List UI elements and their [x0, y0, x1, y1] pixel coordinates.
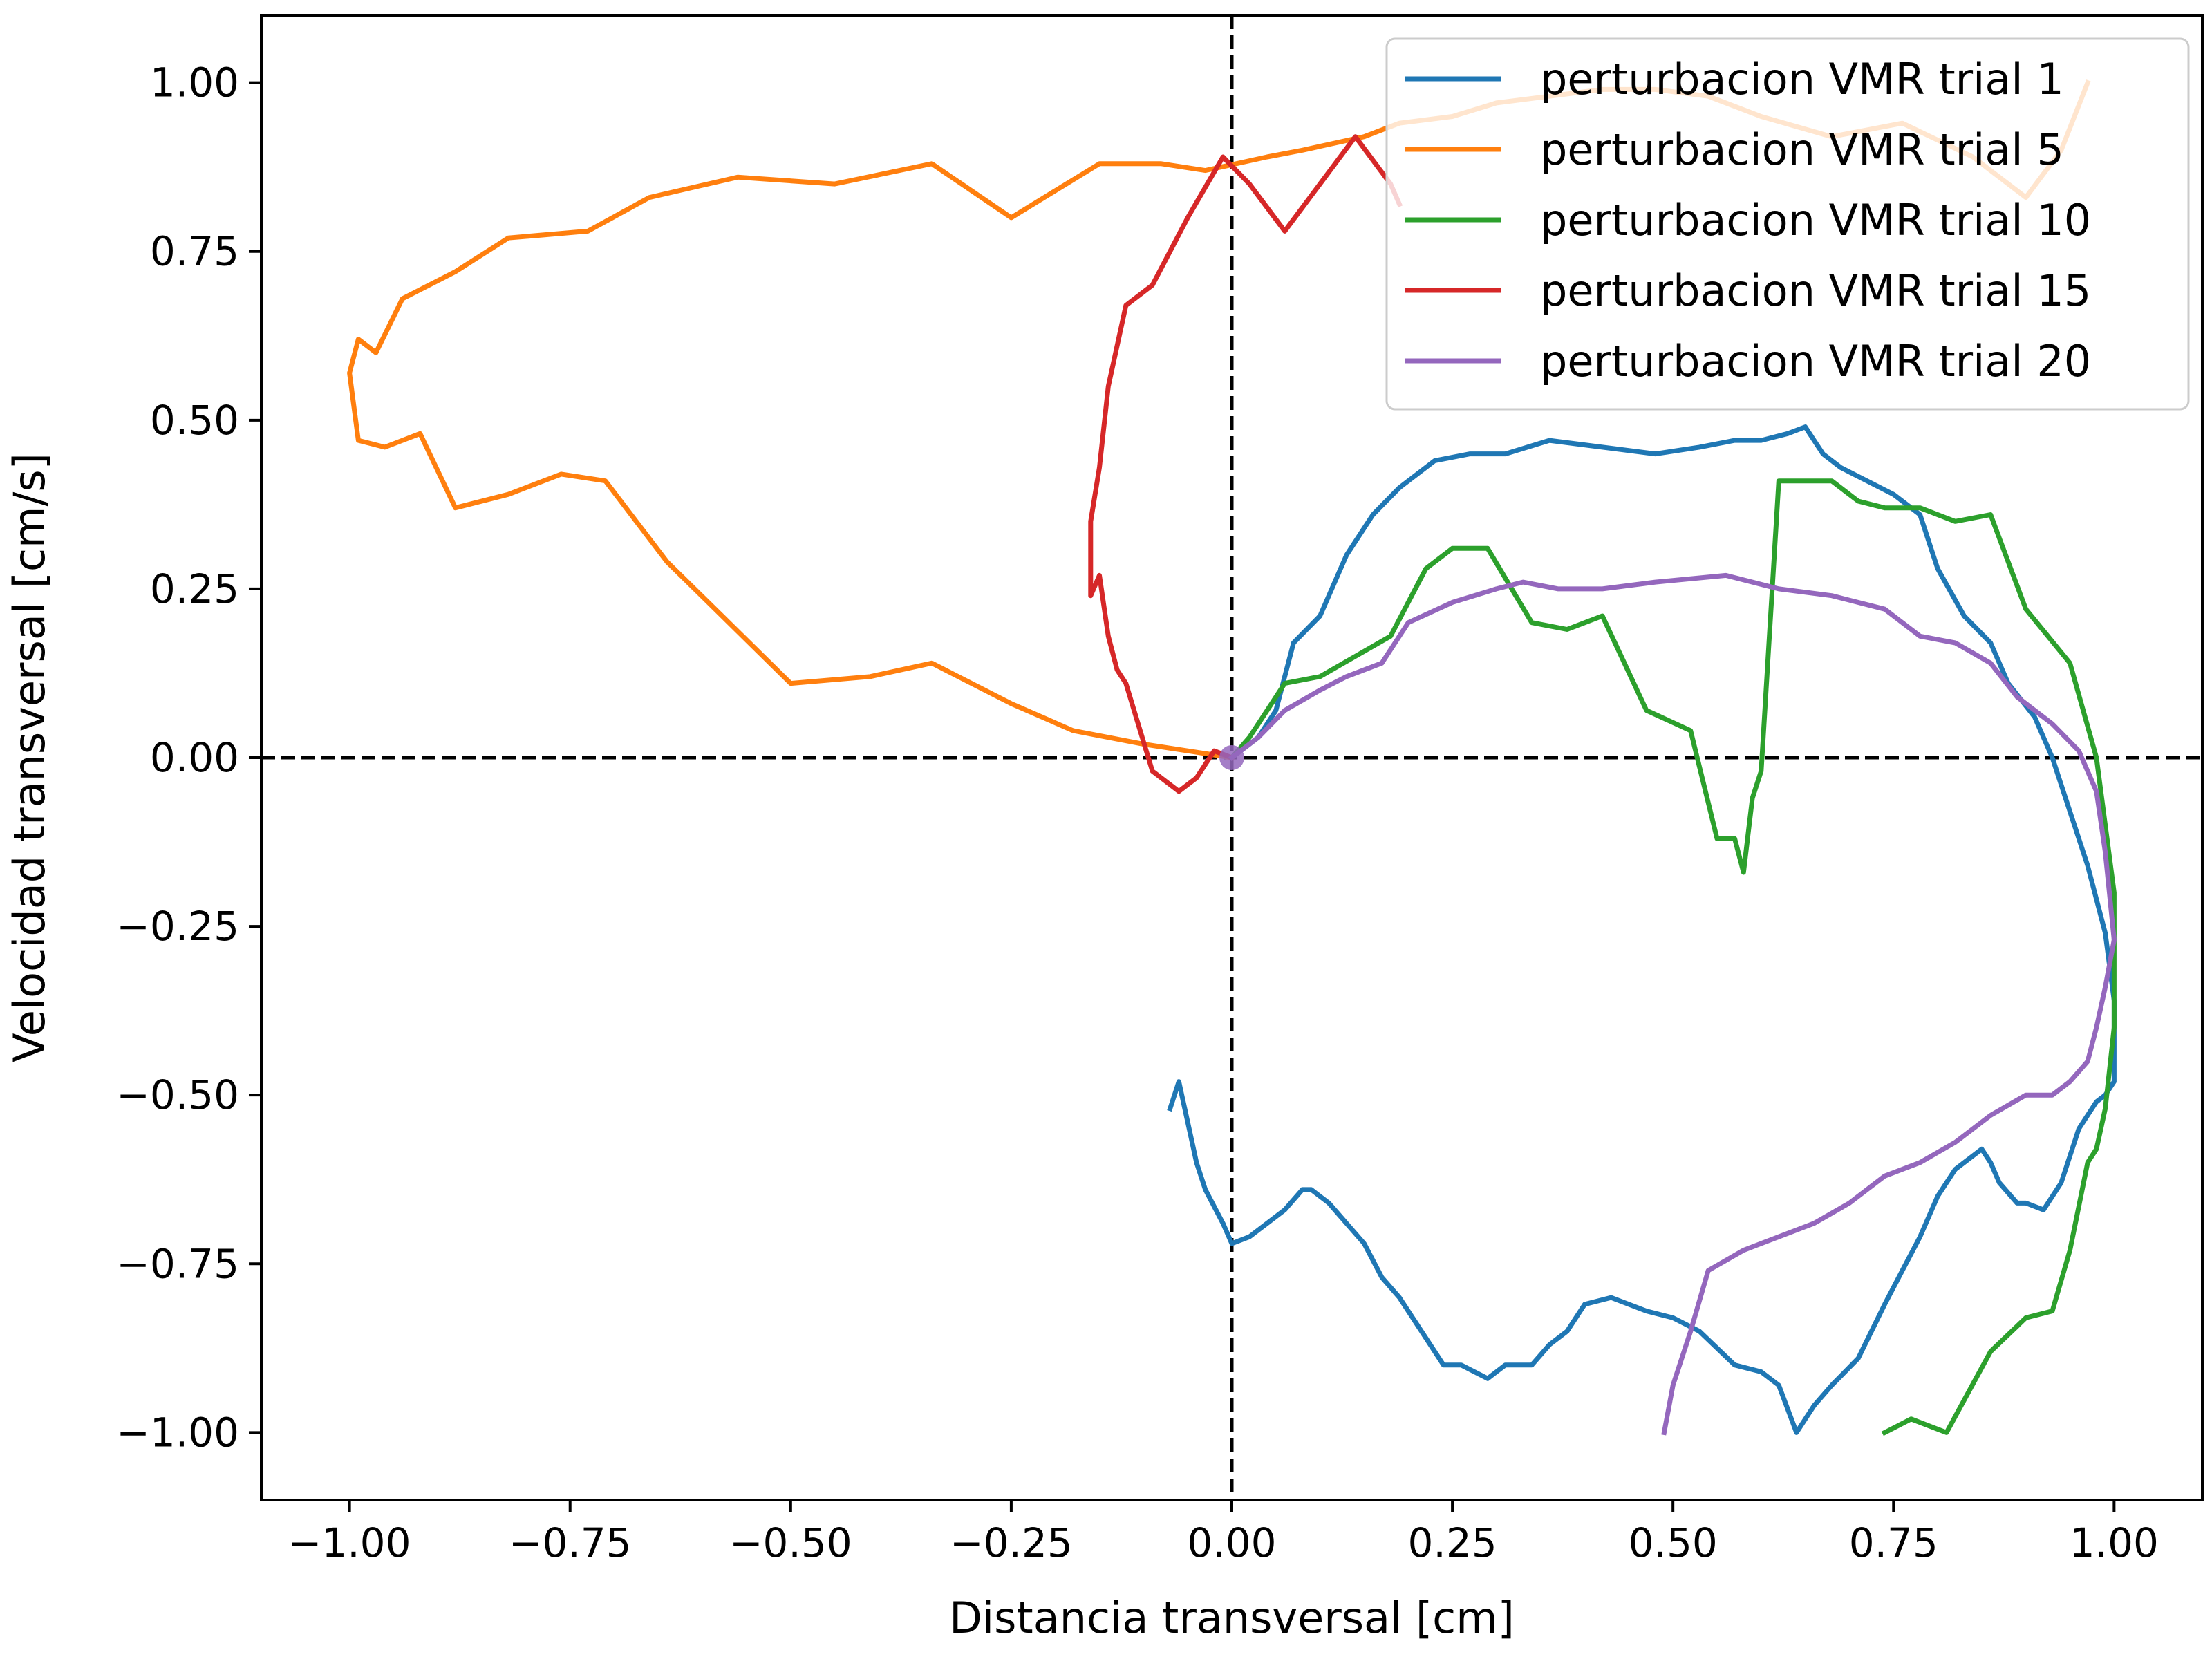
x-tick-label: 0.00 [1187, 1519, 1276, 1566]
x-axis-ticks: −1.00 −0.75 −0.50 −0.25 0.00 0.25 0.50 0.75 1.00 [288, 1500, 2159, 1566]
series-line-1 [1167, 424, 2117, 1435]
marker-layer [1219, 745, 1244, 770]
y-tick-label: −0.50 [116, 1071, 239, 1118]
y-tick-label: 0.75 [150, 228, 239, 275]
y-tick-label: −0.25 [116, 903, 239, 950]
y-tick-label: −0.75 [116, 1240, 239, 1287]
y-axis-label: Velocidad transversal [cm/s] [4, 453, 55, 1062]
y-tick-label: 1.00 [150, 59, 239, 106]
y-axis-ticks: 1.00 0.75 0.50 0.25 0.00 −0.25 −0.50 −0.75 −1.00 [116, 59, 261, 1456]
y-tick-label: 0.50 [150, 397, 239, 444]
x-tick-label: −0.75 [509, 1519, 632, 1566]
y-tick-label: −1.00 [116, 1409, 239, 1456]
legend-label-4: perturbacion VMR trial 15 [1540, 265, 2091, 316]
y-tick-label: 0.00 [150, 734, 239, 781]
y-tick-label: 0.25 [150, 565, 239, 612]
x-tick-label: 0.75 [1849, 1519, 1938, 1566]
x-tick-label: 0.50 [1629, 1519, 1718, 1566]
legend-label-5: perturbacion VMR trial 20 [1540, 336, 2091, 386]
series-line-3 [1228, 478, 2117, 1436]
legend-label-1: perturbacion VMR trial 1 [1540, 54, 2064, 104]
origin-marker [1219, 745, 1244, 770]
series-line-5 [1228, 572, 2117, 1436]
x-axis-label: Distancia transversal [cm] [949, 1593, 1515, 1643]
plot-frame [260, 14, 2204, 1501]
legend: perturbacion VMR trial 1 perturbacion VMR… [1385, 37, 2190, 411]
series-line-4 [1088, 134, 1403, 794]
legend-label-2: perturbacion VMR trial 5 [1540, 124, 2064, 175]
x-tick-label: 0.25 [1408, 1519, 1497, 1566]
legend-label-3: perturbacion VMR trial 10 [1540, 195, 2091, 245]
x-tick-label: −0.25 [950, 1519, 1073, 1566]
legend-box [1385, 37, 2190, 411]
x-tick-label: 1.00 [2070, 1519, 2159, 1566]
x-tick-label: −0.50 [729, 1519, 852, 1566]
x-tick-label: −1.00 [288, 1519, 411, 1566]
